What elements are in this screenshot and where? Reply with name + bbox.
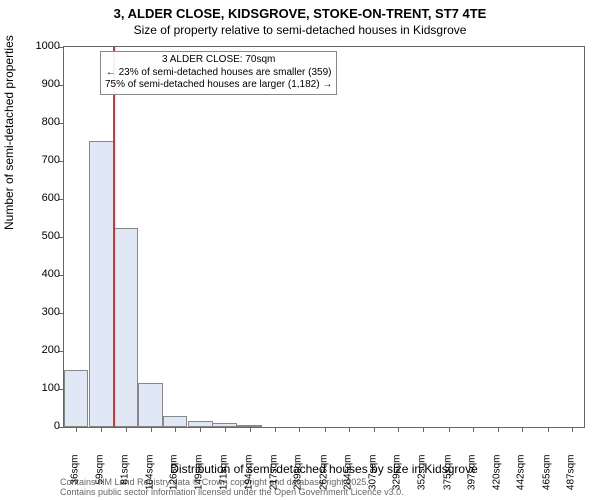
property-marker-line: [113, 47, 115, 427]
xtick-label: 329sqm: [392, 455, 403, 495]
xtick-mark: [423, 427, 424, 432]
xtick-mark: [498, 427, 499, 432]
histogram-bar: [212, 423, 237, 427]
ytick-label: 300: [20, 306, 60, 318]
histogram-bar: [237, 425, 262, 427]
xtick-label: 420sqm: [492, 455, 503, 495]
xtick-mark: [374, 427, 375, 432]
annotation-line1: 3 ALDER CLOSE: 70sqm: [105, 54, 332, 67]
ytick-label: 200: [20, 344, 60, 356]
xtick-label: 375sqm: [442, 455, 453, 495]
histogram-bar: [138, 383, 163, 427]
xtick-mark: [572, 427, 573, 432]
xtick-label: 36sqm: [70, 455, 81, 495]
xtick-label: 126sqm: [169, 455, 180, 495]
xtick-label: 59sqm: [95, 455, 106, 495]
xtick-label: 442sqm: [516, 455, 527, 495]
xtick-mark: [325, 427, 326, 432]
xtick-label: 81sqm: [119, 455, 130, 495]
xtick-label: 149sqm: [194, 455, 205, 495]
xtick-mark: [76, 427, 77, 432]
histogram-bar: [163, 416, 188, 427]
ytick-label: 400: [20, 268, 60, 280]
ytick-label: 1000: [20, 40, 60, 52]
ytick-label: 900: [20, 78, 60, 90]
chart-subtitle: Size of property relative to semi-detach…: [0, 22, 600, 37]
xtick-mark: [126, 427, 127, 432]
xtick-mark: [225, 427, 226, 432]
xtick-mark: [200, 427, 201, 432]
xtick-mark: [349, 427, 350, 432]
xtick-mark: [548, 427, 549, 432]
y-axis-label: Number of semi-detached properties: [2, 35, 16, 230]
xtick-mark: [449, 427, 450, 432]
xtick-label: 284sqm: [342, 455, 353, 495]
xtick-label: 352sqm: [417, 455, 428, 495]
xtick-label: 194sqm: [243, 455, 254, 495]
xtick-mark: [473, 427, 474, 432]
chart-title: 3, ALDER CLOSE, KIDSGROVE, STOKE-ON-TREN…: [0, 0, 600, 22]
xtick-mark: [175, 427, 176, 432]
xtick-mark: [398, 427, 399, 432]
ytick-label: 0: [20, 420, 60, 432]
ytick-label: 600: [20, 192, 60, 204]
xtick-label: 397sqm: [466, 455, 477, 495]
xtick-label: 239sqm: [293, 455, 304, 495]
xtick-mark: [275, 427, 276, 432]
xtick-label: 262sqm: [318, 455, 329, 495]
annotation-box: 3 ALDER CLOSE: 70sqm ← 23% of semi-detac…: [100, 51, 337, 95]
xtick-label: 465sqm: [541, 455, 552, 495]
xtick-mark: [250, 427, 251, 432]
xtick-mark: [151, 427, 152, 432]
annotation-line2: ← 23% of semi-detached houses are smalle…: [105, 67, 332, 80]
ytick-label: 700: [20, 154, 60, 166]
histogram-bar: [64, 370, 89, 427]
plot-area: 3 ALDER CLOSE: 70sqm ← 23% of semi-detac…: [63, 46, 585, 428]
ytick-label: 800: [20, 116, 60, 128]
histogram-bar: [113, 228, 138, 428]
xtick-mark: [522, 427, 523, 432]
chart-container: 3, ALDER CLOSE, KIDSGROVE, STOKE-ON-TREN…: [0, 0, 600, 500]
xtick-label: 171sqm: [218, 455, 229, 495]
xtick-label: 307sqm: [368, 455, 379, 495]
histogram-bar: [89, 141, 114, 427]
ytick-label: 500: [20, 230, 60, 242]
ytick-label: 100: [20, 382, 60, 394]
xtick-label: 104sqm: [144, 455, 155, 495]
xtick-mark: [299, 427, 300, 432]
xtick-mark: [101, 427, 102, 432]
xtick-label: 217sqm: [269, 455, 280, 495]
xtick-label: 487sqm: [565, 455, 576, 495]
histogram-bar: [188, 421, 213, 427]
annotation-line3: 75% of semi-detached houses are larger (…: [105, 79, 332, 92]
